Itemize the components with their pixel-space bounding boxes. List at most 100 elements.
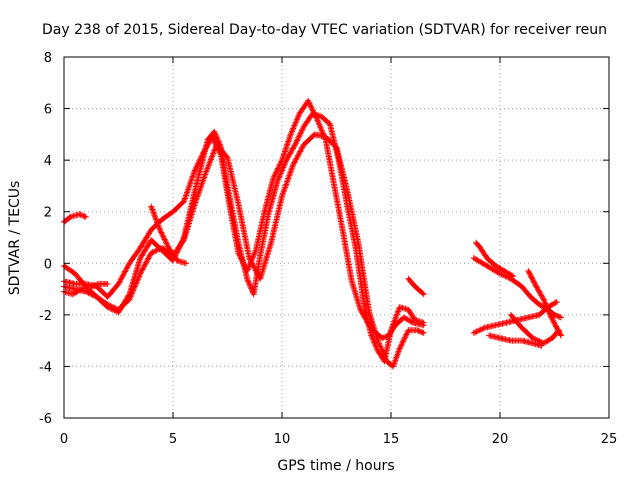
data-point-marker xyxy=(119,272,126,279)
data-point-marker xyxy=(149,249,156,256)
data-point-marker xyxy=(213,133,220,139)
data-point-marker xyxy=(133,280,140,287)
data-point-marker xyxy=(531,279,538,286)
data-point-marker xyxy=(236,251,243,258)
data-point-marker xyxy=(91,292,97,299)
data-point-marker xyxy=(402,334,409,341)
data-point-marker xyxy=(321,133,328,140)
data-point-marker xyxy=(307,103,314,110)
data-point-marker xyxy=(294,154,301,160)
data-point-marker xyxy=(292,121,299,127)
data-point-marker xyxy=(195,159,202,166)
data-point-marker xyxy=(187,179,194,186)
data-point-marker xyxy=(544,306,551,313)
data-point-marker xyxy=(289,126,296,133)
y-tick-label: -2 xyxy=(39,309,52,324)
data-point-marker xyxy=(420,329,427,336)
data-point-marker xyxy=(88,291,95,298)
data-point-marker xyxy=(127,293,134,300)
data-point-marker xyxy=(204,141,211,148)
data-point-marker xyxy=(394,309,401,316)
chart-title: Day 238 of 2015, Sidereal Day-to-day VTE… xyxy=(42,22,607,38)
data-point-marker xyxy=(479,326,485,332)
data-point-marker xyxy=(145,255,152,262)
data-point-marker xyxy=(241,262,248,269)
data-point-marker xyxy=(135,274,142,281)
data-point-marker xyxy=(196,157,203,164)
y-tick-label: 8 xyxy=(44,51,52,66)
data-point-marker xyxy=(297,148,304,155)
data-point-marker xyxy=(554,328,561,335)
data-point-marker xyxy=(211,138,218,145)
data-point-marker xyxy=(540,296,547,303)
data-point-marker xyxy=(510,273,517,280)
data-point-marker xyxy=(525,268,532,274)
data-point-marker xyxy=(139,266,146,273)
data-point-marker xyxy=(549,315,556,322)
data-point-marker xyxy=(393,312,400,319)
data-point-marker xyxy=(122,267,129,274)
y-tick-label: 0 xyxy=(44,257,52,272)
data-point-marker xyxy=(541,299,548,306)
data-point-marker xyxy=(202,146,208,153)
data-point-marker xyxy=(305,99,312,106)
data-point-marker xyxy=(552,322,559,329)
data-point-marker xyxy=(108,303,115,310)
data-point-marker xyxy=(244,275,251,282)
x-tick-label: 25 xyxy=(601,432,618,447)
data-point-marker xyxy=(82,213,89,220)
y-axis-label: SDTVAR / TECUs xyxy=(7,181,23,296)
data-point-marker xyxy=(314,117,321,124)
data-point-marker xyxy=(532,336,539,343)
data-point-marker xyxy=(217,150,224,157)
data-point-marker xyxy=(313,114,320,121)
data-point-marker xyxy=(273,169,279,176)
data-point-marker xyxy=(77,286,84,293)
data-point-marker xyxy=(537,289,543,296)
data-point-marker xyxy=(305,97,312,104)
data-point-marker xyxy=(215,147,222,154)
x-tick-label: 15 xyxy=(383,432,400,447)
data-point-marker xyxy=(134,276,141,283)
data-point-marker xyxy=(240,259,247,266)
data-point-marker xyxy=(183,260,190,267)
data-point-marker xyxy=(419,290,426,297)
data-point-marker xyxy=(399,339,406,346)
data-point-marker xyxy=(311,110,318,117)
data-point-marker xyxy=(239,258,246,265)
data-point-marker xyxy=(195,160,202,167)
data-point-marker xyxy=(271,172,278,179)
data-point-marker xyxy=(275,165,281,172)
data-point-marker xyxy=(238,255,245,262)
y-tick-label: 2 xyxy=(44,206,52,221)
data-point-marker xyxy=(246,262,253,269)
data-point-marker xyxy=(158,230,165,237)
data-point-marker xyxy=(161,236,168,243)
data-point-marker xyxy=(247,282,254,289)
data-point-marker xyxy=(213,143,220,150)
data-point-marker xyxy=(275,164,282,171)
data-point-marker xyxy=(420,291,427,298)
data-point-marker xyxy=(398,341,405,348)
data-point-marker xyxy=(254,270,261,277)
data-point-marker xyxy=(120,271,127,278)
y-tick-label: 6 xyxy=(44,103,52,118)
data-point-marker xyxy=(245,280,252,286)
data-point-marker xyxy=(246,281,253,288)
data-point-marker xyxy=(294,115,301,122)
data-point-marker xyxy=(142,261,149,267)
data-point-marker xyxy=(311,111,318,118)
data-point-marker xyxy=(549,317,556,323)
data-point-marker xyxy=(104,280,111,287)
data-point-marker xyxy=(306,100,313,107)
data-point-marker xyxy=(379,335,386,342)
data-point-marker xyxy=(294,137,301,144)
data-point-marker xyxy=(199,152,206,159)
data-point-marker xyxy=(508,272,515,279)
data-point-marker xyxy=(197,156,204,163)
data-point-marker xyxy=(291,159,298,166)
data-point-marker xyxy=(86,290,93,297)
data-point-marker xyxy=(552,299,559,306)
data-point-marker xyxy=(123,265,130,272)
data-point-marker xyxy=(203,167,210,173)
